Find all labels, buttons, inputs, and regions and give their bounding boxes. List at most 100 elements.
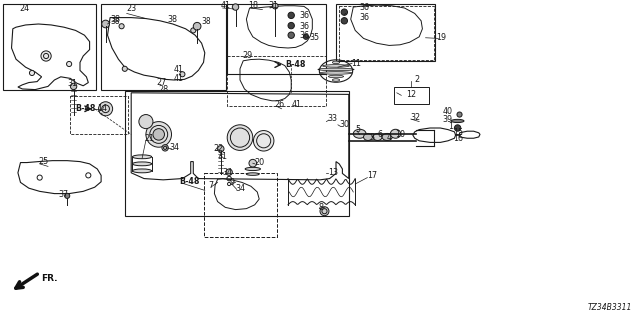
Text: 36: 36: [300, 22, 310, 31]
Text: 41: 41: [174, 74, 184, 83]
Circle shape: [180, 72, 185, 77]
Circle shape: [119, 24, 124, 29]
Ellipse shape: [451, 119, 464, 123]
Ellipse shape: [382, 133, 392, 140]
Bar: [394, 87, 429, 104]
Bar: [336, 4, 435, 61]
Circle shape: [67, 61, 72, 67]
Text: 6: 6: [378, 130, 383, 139]
Text: 38: 38: [110, 17, 120, 26]
Ellipse shape: [320, 72, 352, 74]
Text: 36: 36: [300, 31, 310, 40]
Ellipse shape: [318, 68, 354, 71]
Text: 8: 8: [318, 203, 323, 212]
Text: 21: 21: [144, 134, 154, 143]
Bar: [227, 4, 326, 74]
Bar: [70, 96, 128, 134]
Ellipse shape: [353, 129, 366, 138]
Text: 30: 30: [339, 120, 349, 129]
Text: 27: 27: [157, 78, 167, 87]
Text: 33: 33: [328, 114, 338, 123]
Circle shape: [139, 115, 153, 129]
Circle shape: [253, 131, 274, 151]
Text: FR.: FR.: [42, 274, 58, 283]
Bar: [227, 56, 326, 106]
Circle shape: [232, 4, 239, 10]
Text: 16: 16: [453, 134, 463, 143]
Text: 38: 38: [110, 15, 120, 24]
Circle shape: [249, 159, 257, 167]
Text: 25: 25: [38, 157, 49, 166]
Text: 34: 34: [223, 168, 233, 177]
Circle shape: [288, 32, 294, 38]
Ellipse shape: [332, 61, 340, 64]
Ellipse shape: [132, 155, 152, 159]
Text: 10: 10: [396, 130, 406, 139]
Circle shape: [288, 12, 294, 19]
Text: 29: 29: [242, 51, 252, 60]
Ellipse shape: [245, 167, 260, 171]
Ellipse shape: [390, 129, 401, 138]
Circle shape: [288, 22, 294, 29]
Circle shape: [226, 169, 232, 175]
Circle shape: [146, 122, 172, 147]
Text: 31: 31: [67, 79, 77, 88]
Circle shape: [191, 28, 196, 33]
Text: 41: 41: [221, 1, 231, 10]
Ellipse shape: [373, 133, 382, 140]
Circle shape: [227, 125, 253, 150]
Text: 38: 38: [168, 15, 178, 24]
Text: 36: 36: [360, 13, 370, 22]
Circle shape: [65, 193, 70, 198]
Circle shape: [122, 66, 127, 71]
Text: 37: 37: [59, 190, 69, 199]
Ellipse shape: [132, 169, 152, 173]
Circle shape: [273, 3, 278, 9]
Text: 9: 9: [229, 178, 234, 187]
Text: 11: 11: [351, 59, 361, 68]
Circle shape: [218, 146, 224, 152]
Text: B-48: B-48: [76, 104, 96, 113]
Bar: [204, 173, 277, 237]
Text: 15: 15: [453, 128, 463, 137]
Text: 28: 28: [159, 85, 169, 94]
Text: 41: 41: [174, 65, 184, 74]
Bar: [3, 4, 96, 90]
Text: 36: 36: [300, 11, 310, 20]
Text: B-48: B-48: [179, 177, 200, 186]
Ellipse shape: [364, 133, 372, 140]
Circle shape: [99, 102, 113, 116]
Circle shape: [70, 83, 77, 90]
Text: 23: 23: [127, 4, 137, 13]
Ellipse shape: [328, 75, 344, 78]
Text: TZ34B3311: TZ34B3311: [588, 303, 632, 312]
Ellipse shape: [332, 79, 340, 81]
Text: 20: 20: [255, 158, 265, 167]
Text: 4: 4: [387, 133, 392, 142]
Text: 1: 1: [448, 122, 453, 131]
Text: 35: 35: [310, 33, 320, 42]
Circle shape: [193, 22, 201, 30]
Text: 13: 13: [328, 168, 338, 177]
Text: 22: 22: [214, 144, 224, 153]
Circle shape: [320, 207, 329, 216]
Text: 31: 31: [269, 1, 279, 10]
Circle shape: [303, 34, 308, 39]
Text: 38: 38: [202, 17, 211, 26]
Text: 18: 18: [248, 1, 259, 10]
Circle shape: [153, 129, 164, 140]
Text: 5: 5: [355, 125, 360, 134]
Circle shape: [457, 112, 462, 117]
Text: 34: 34: [236, 184, 246, 193]
Text: 17: 17: [367, 172, 378, 180]
Text: 39: 39: [443, 115, 453, 124]
Bar: [101, 4, 226, 90]
Text: 7: 7: [209, 181, 214, 190]
Circle shape: [341, 18, 348, 24]
Circle shape: [41, 51, 51, 61]
Text: 31: 31: [218, 152, 228, 161]
Text: 12: 12: [406, 90, 417, 99]
Text: 14: 14: [97, 104, 108, 113]
Ellipse shape: [132, 162, 152, 166]
Text: 3: 3: [369, 133, 374, 142]
